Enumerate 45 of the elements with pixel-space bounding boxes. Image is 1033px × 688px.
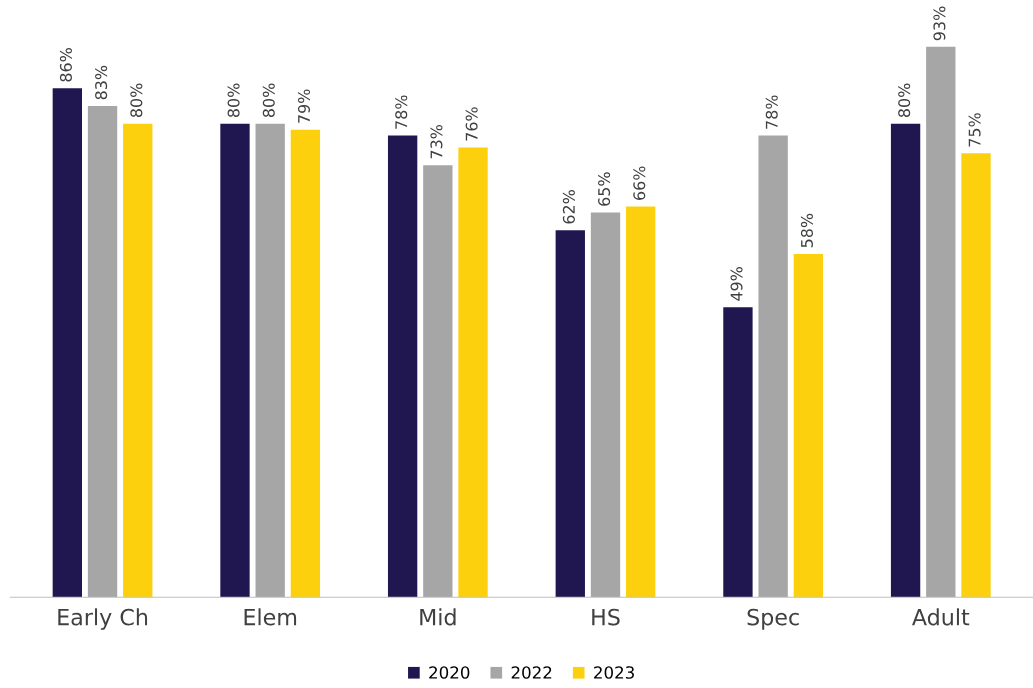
legend-label: 2022 (511, 666, 552, 679)
bar (458, 147, 488, 598)
legend-label: 2020 (429, 666, 470, 679)
data-label: 80% (898, 83, 911, 118)
data-label: 62% (562, 190, 575, 224)
bar (290, 129, 321, 598)
data-label: 75% (968, 113, 981, 147)
data-label: 83% (95, 65, 108, 100)
bar (52, 88, 82, 598)
bar (961, 153, 991, 598)
data-label: 78% (765, 95, 778, 129)
bar (555, 230, 585, 598)
data-label: 49% (730, 267, 743, 301)
data-label: 79% (297, 89, 311, 123)
data-label: 80% (130, 83, 143, 118)
x-tick-label: Spec (747, 608, 799, 630)
bar (87, 105, 118, 598)
bar (590, 212, 621, 598)
bar (387, 135, 418, 598)
x-tick-label: HS (592, 608, 620, 626)
bar (626, 206, 656, 598)
bar (123, 123, 153, 598)
bar (758, 135, 788, 598)
data-label: 65% (598, 172, 611, 206)
data-label: 86% (59, 48, 72, 82)
x-tick-label: Mid (420, 608, 456, 626)
x-tick-label: Elem (244, 608, 297, 626)
data-label: 73% (430, 124, 443, 159)
data-label: 58% (800, 213, 813, 248)
legend-label: 2023 (594, 666, 634, 679)
bar (423, 165, 453, 598)
data-label: 80% (227, 83, 240, 118)
data-label: 76% (465, 107, 478, 141)
bar (220, 123, 250, 598)
data-label: 93% (933, 6, 946, 41)
bar (926, 46, 956, 598)
bar (255, 123, 285, 598)
x-tick-label: Early Ch (58, 608, 148, 630)
data-label: 78% (395, 95, 408, 129)
bar (890, 123, 921, 598)
data-label: 80% (262, 83, 275, 118)
bar (723, 307, 753, 598)
x-tick-label: Adult (912, 608, 970, 626)
data-label: 66% (633, 166, 646, 200)
bar (793, 253, 824, 598)
